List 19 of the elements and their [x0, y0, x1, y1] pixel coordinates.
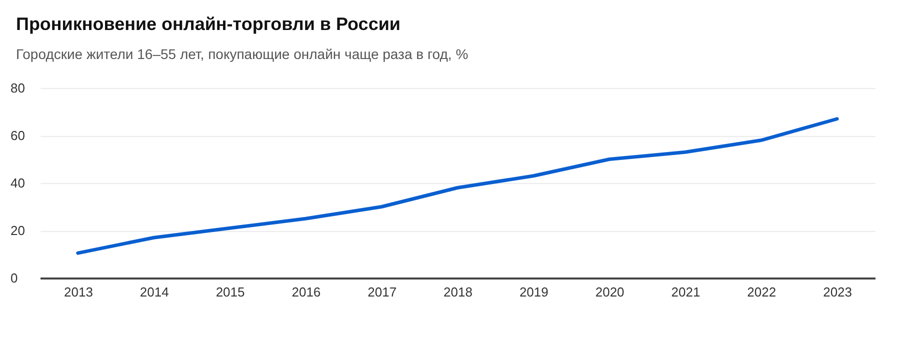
y-tick-label: 60: [10, 128, 25, 143]
y-tick-label: 0: [10, 270, 18, 286]
y-tick-label: 80: [10, 80, 25, 96]
x-tick-label: 2013: [64, 284, 93, 300]
line-series: [76, 117, 839, 255]
x-tick-label: 2014: [140, 284, 169, 300]
x-tick-label: 2021: [671, 284, 700, 300]
x-tick-label: 2019: [519, 284, 548, 300]
x-tick-label: 2023: [823, 284, 852, 300]
x-tick-label: 2018: [444, 284, 472, 300]
chart-subtitle: Городские жители 16–55 лет, покупающие онлайн чаще раза в год, %: [16, 46, 468, 62]
y-tick-label: 40: [10, 176, 25, 190]
x-tick-label: 2020: [595, 284, 624, 300]
y-tick-label: 20: [10, 223, 25, 238]
chart-title: Проникновение онлайн-торговли в России: [16, 14, 400, 34]
x-tick-label: 2017: [368, 284, 397, 300]
x-tick-label: 2015: [216, 284, 245, 300]
x-tick-label: 2022: [747, 284, 776, 300]
x-tick-label: 2016: [292, 284, 321, 300]
